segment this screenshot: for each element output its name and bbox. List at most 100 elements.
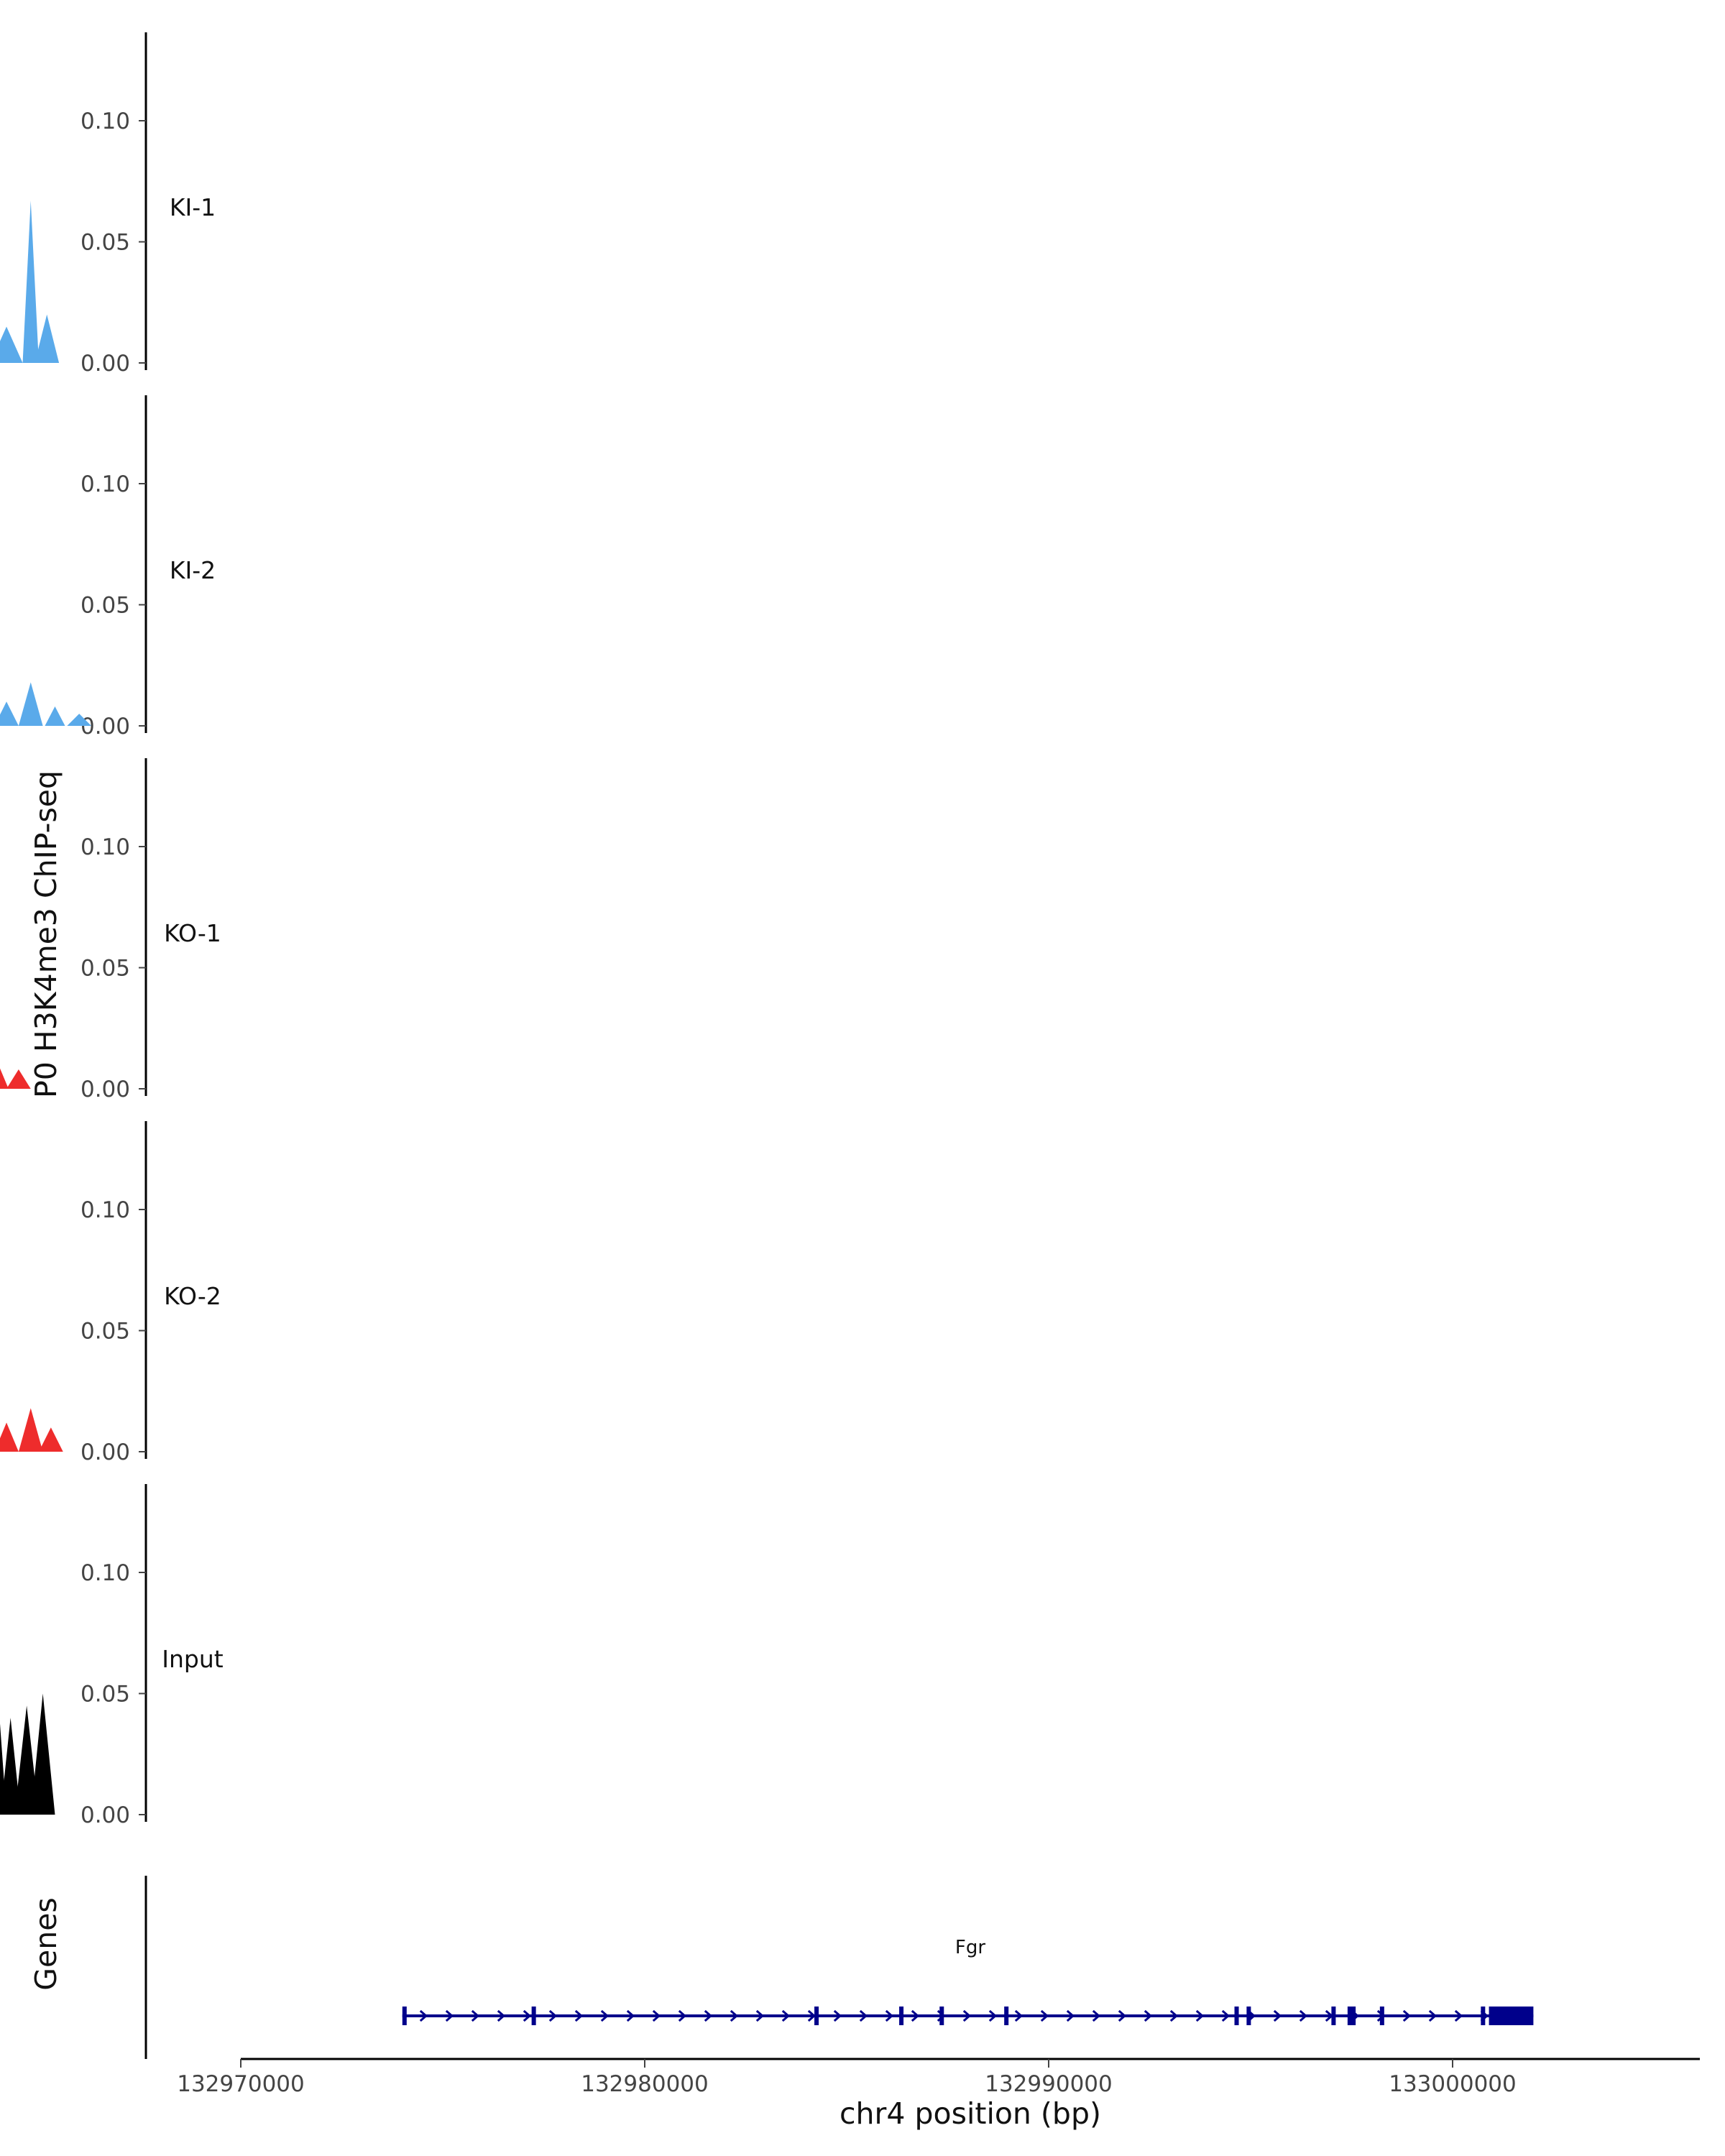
strand-arrow bbox=[1014, 2009, 1024, 2022]
signal-peaks bbox=[0, 682, 92, 726]
signal-peak bbox=[0, 1068, 9, 1089]
gene-exon bbox=[1331, 2007, 1336, 2025]
strand-arrow bbox=[1221, 2009, 1230, 2022]
y-tick-label: 0.05 bbox=[80, 956, 130, 982]
strand-arrow bbox=[988, 2009, 998, 2022]
track-ki-1: 0.00 0.05 0.10 KI-1 bbox=[0, 32, 216, 377]
strand-arrow bbox=[1454, 2009, 1463, 2022]
gene-exon bbox=[1379, 2007, 1384, 2025]
strand-arrow bbox=[1144, 2009, 1153, 2022]
strand-arrow bbox=[1273, 2009, 1282, 2022]
y-tick-label: 0.10 bbox=[80, 471, 130, 497]
y-tick-label: 0.10 bbox=[80, 109, 130, 134]
signal-peaks bbox=[0, 201, 60, 363]
x-axis-title: chr4 position (bp) bbox=[840, 2096, 1101, 2131]
strand-arrow bbox=[678, 2009, 687, 2022]
strand-arrow bbox=[755, 2009, 765, 2022]
signal-peak bbox=[14, 1705, 40, 1815]
strand-arrow bbox=[1118, 2009, 1127, 2022]
gene-exon bbox=[899, 2007, 904, 2025]
strand-arrow bbox=[600, 2009, 610, 2022]
signal-peak bbox=[34, 314, 60, 363]
strand-arrow bbox=[730, 2009, 739, 2022]
strand-arrow bbox=[548, 2009, 558, 2022]
gene-exons bbox=[402, 2007, 1534, 2025]
gene-panel: Fgr bbox=[144, 1876, 1534, 2059]
signal-peak bbox=[18, 1408, 43, 1452]
gene-exon bbox=[939, 2007, 944, 2025]
track-label: KI-1 bbox=[170, 193, 216, 221]
track-label: Input bbox=[162, 1645, 224, 1673]
gene-exon bbox=[1489, 2007, 1534, 2025]
strand-arrow bbox=[445, 2009, 454, 2022]
gene-exon bbox=[1347, 2007, 1356, 2025]
track-label: KO-1 bbox=[164, 919, 221, 947]
strand-arrow bbox=[1092, 2009, 1101, 2022]
signal-peak bbox=[39, 1427, 63, 1452]
y-tick-label: 0.05 bbox=[80, 1682, 130, 1708]
x-axis: 132970000 132980000 132990000 133000000 bbox=[177, 2058, 1700, 2097]
signal-tracks: 0.00 0.05 0.10 KI-1 0.00 0.05 0.10 KI-2 0.00 0.05… bbox=[0, 32, 224, 1828]
strand-arrow bbox=[1402, 2009, 1412, 2022]
strand-arrow bbox=[1040, 2009, 1049, 2022]
x-tick-label: 132980000 bbox=[581, 2071, 709, 2097]
x-tick-label: 132970000 bbox=[177, 2071, 305, 2097]
y-axis-title: P0 H3K4me3 ChIP-seq bbox=[29, 770, 63, 1098]
strand-arrow bbox=[704, 2009, 713, 2022]
strand-arrow bbox=[419, 2009, 428, 2022]
strand-arrow bbox=[652, 2009, 661, 2022]
x-tick-label: 132990000 bbox=[985, 2071, 1113, 2097]
gene-exon bbox=[1481, 2007, 1486, 2025]
signal-peak bbox=[0, 701, 19, 726]
track-ko-2: 0.00 0.05 0.10 KO-2 bbox=[0, 1121, 221, 1465]
signal-peak bbox=[0, 1723, 7, 1815]
signal-peak bbox=[0, 1718, 21, 1815]
strand-arrow bbox=[497, 2009, 506, 2022]
strand-arrow bbox=[1169, 2009, 1179, 2022]
signal-peak bbox=[0, 326, 23, 363]
signal-peak bbox=[45, 706, 65, 726]
y-tick-label: 0.05 bbox=[80, 230, 130, 256]
strand-arrow bbox=[859, 2009, 868, 2022]
track-label: KI-2 bbox=[170, 556, 216, 584]
y-tick-label: 0.00 bbox=[80, 714, 130, 740]
gene-exon bbox=[402, 2007, 407, 2025]
strand-arrow bbox=[1428, 2009, 1438, 2022]
strand-arrow bbox=[1299, 2009, 1308, 2022]
signal-peak bbox=[0, 1422, 19, 1452]
y-tick-label: 0.00 bbox=[80, 1802, 130, 1828]
y-tick-label: 0.05 bbox=[80, 593, 130, 619]
signal-peak bbox=[67, 714, 92, 726]
gene-exon bbox=[814, 2007, 819, 2025]
y-tick-label: 0.10 bbox=[80, 1197, 130, 1223]
track-input: 0.00 0.05 0.10 Input bbox=[0, 1484, 224, 1828]
gene-exon bbox=[1246, 2007, 1251, 2025]
signal-peak bbox=[6, 1069, 31, 1089]
track-label: KO-2 bbox=[164, 1282, 221, 1310]
signal-peaks bbox=[0, 1068, 31, 1089]
x-tick-label: 133000000 bbox=[1389, 2071, 1517, 2097]
signal-peak bbox=[18, 682, 43, 726]
strand-arrow bbox=[1066, 2009, 1075, 2022]
y-tick-label: 0.05 bbox=[80, 1319, 130, 1345]
gene-exon bbox=[1004, 2007, 1009, 2025]
strand-arrow bbox=[1195, 2009, 1205, 2022]
y-tick-label: 0.00 bbox=[80, 351, 130, 377]
signal-peak bbox=[30, 1693, 55, 1815]
y-tick-label: 0.00 bbox=[80, 1439, 130, 1465]
strand-arrow bbox=[574, 2009, 584, 2022]
signal-peaks bbox=[0, 1408, 63, 1452]
strand-arrow bbox=[962, 2009, 972, 2022]
track-ko-1: 0.00 0.05 0.10 KO-1 bbox=[0, 758, 221, 1102]
strand-arrow bbox=[781, 2009, 791, 2022]
strand-arrow bbox=[471, 2009, 480, 2022]
signal-peak bbox=[22, 201, 39, 363]
strand-arrow bbox=[885, 2009, 894, 2022]
strand-arrow bbox=[626, 2009, 635, 2022]
strand-arrow bbox=[807, 2009, 816, 2022]
signal-peaks bbox=[0, 1693, 55, 1815]
gene-exon bbox=[531, 2007, 536, 2025]
track-ki-2: 0.00 0.05 0.10 KI-2 bbox=[0, 395, 216, 740]
strand-arrow bbox=[833, 2009, 842, 2022]
